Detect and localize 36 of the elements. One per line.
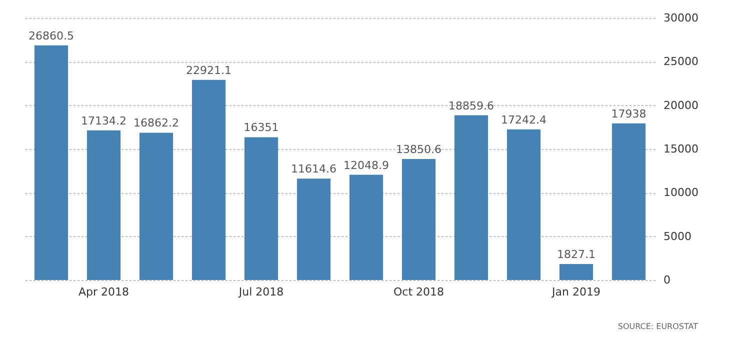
y-tick-label: 20000 (664, 98, 698, 112)
y-tick-label: 0 (664, 274, 670, 286)
y-tick-label: 30000 (664, 12, 698, 24)
bar (559, 264, 594, 280)
data-label: 16862.2 (134, 116, 179, 130)
data-label: 18859.6 (448, 99, 494, 112)
bar (402, 159, 436, 280)
bar (506, 129, 541, 280)
bar (244, 137, 278, 280)
bar (86, 130, 121, 280)
bar (612, 123, 646, 280)
x-tick-label: Jan 2019 (551, 286, 600, 298)
x-tick-label: Jul 2018 (238, 286, 284, 298)
bar (349, 174, 384, 280)
x-tick-label: Apr 2018 (78, 286, 130, 298)
y-tick-label: 25000 (664, 55, 698, 68)
y-tick-label: 10000 (664, 186, 698, 200)
data-label: 12048.9 (344, 158, 389, 172)
data-label: 1827.1 (557, 248, 596, 262)
bar (34, 45, 68, 280)
data-label: 22921.1 (186, 64, 232, 77)
data-label: 16351 (244, 121, 279, 134)
y-tick-label: 5000 (664, 230, 692, 243)
data-label: 17242.4 (501, 113, 546, 126)
data-label: 13850.6 (396, 143, 442, 156)
data-label: 17134.2 (81, 114, 126, 128)
data-label: 17938 (611, 107, 646, 120)
bar (454, 115, 488, 280)
bar (192, 80, 226, 280)
data-label: 26860.5 (28, 29, 74, 42)
y-tick-label: 15000 (664, 142, 698, 156)
bar (139, 132, 174, 280)
bar (296, 178, 331, 280)
data-label: 11614.6 (291, 162, 336, 176)
source-note: SOURCE: EUROSTAT (618, 322, 698, 331)
x-tick-label: Oct 2018 (393, 286, 444, 298)
